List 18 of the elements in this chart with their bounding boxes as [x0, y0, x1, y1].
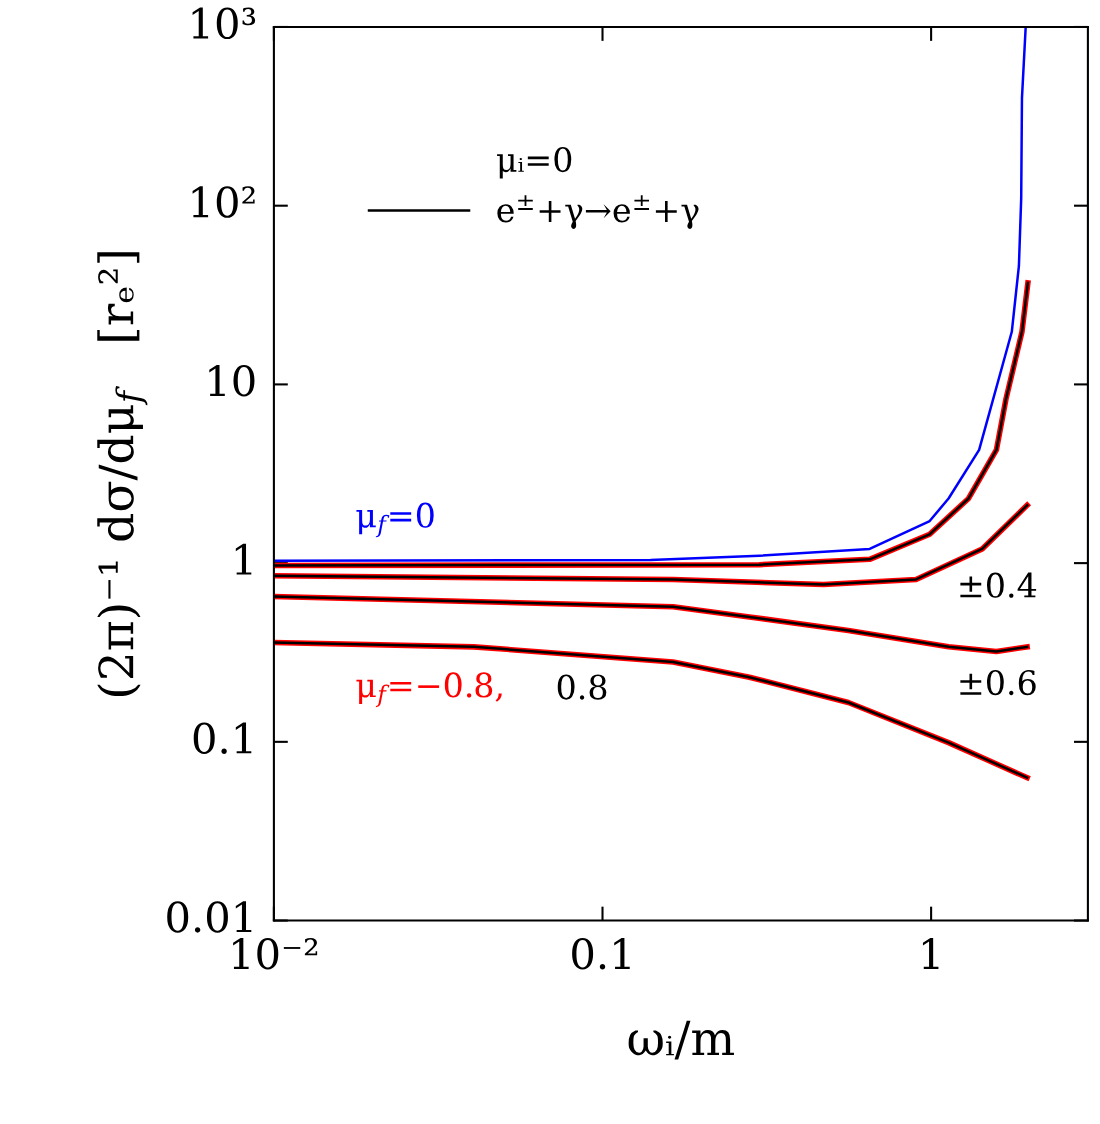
y-tick-label: 0.1	[193, 722, 252, 754]
y-tick-label: 1	[235, 543, 252, 575]
series-label: μ$_{f}$=−0.8,	[356, 672, 502, 708]
series-label: μ$_{f}$=0	[356, 502, 434, 538]
text: (2π)⁻¹ dσ/dμ$_{f}$ [rₑ²]	[97, 252, 148, 696]
y-tick-label: 10²	[192, 186, 255, 218]
x-tick-label: 10⁻²	[233, 937, 318, 970]
x-axis-title: ωᵢ/m	[628, 1020, 734, 1060]
y-tick-label: 10	[209, 364, 255, 397]
legend-title: μᵢ=0	[497, 146, 572, 179]
legend-label: e$^{±}$+γ→e$^{±}$+γ	[497, 195, 699, 229]
series-label: 0.8	[557, 674, 607, 700]
x-tick-label: 1	[922, 937, 939, 969]
series-label: ±0.6	[960, 670, 1036, 696]
x-tick-label: 0.1	[572, 937, 630, 970]
series-label: ±0.4	[960, 572, 1037, 598]
y-tick-label: 10³	[192, 7, 256, 40]
y-tick-label: 0.01	[167, 901, 252, 933]
